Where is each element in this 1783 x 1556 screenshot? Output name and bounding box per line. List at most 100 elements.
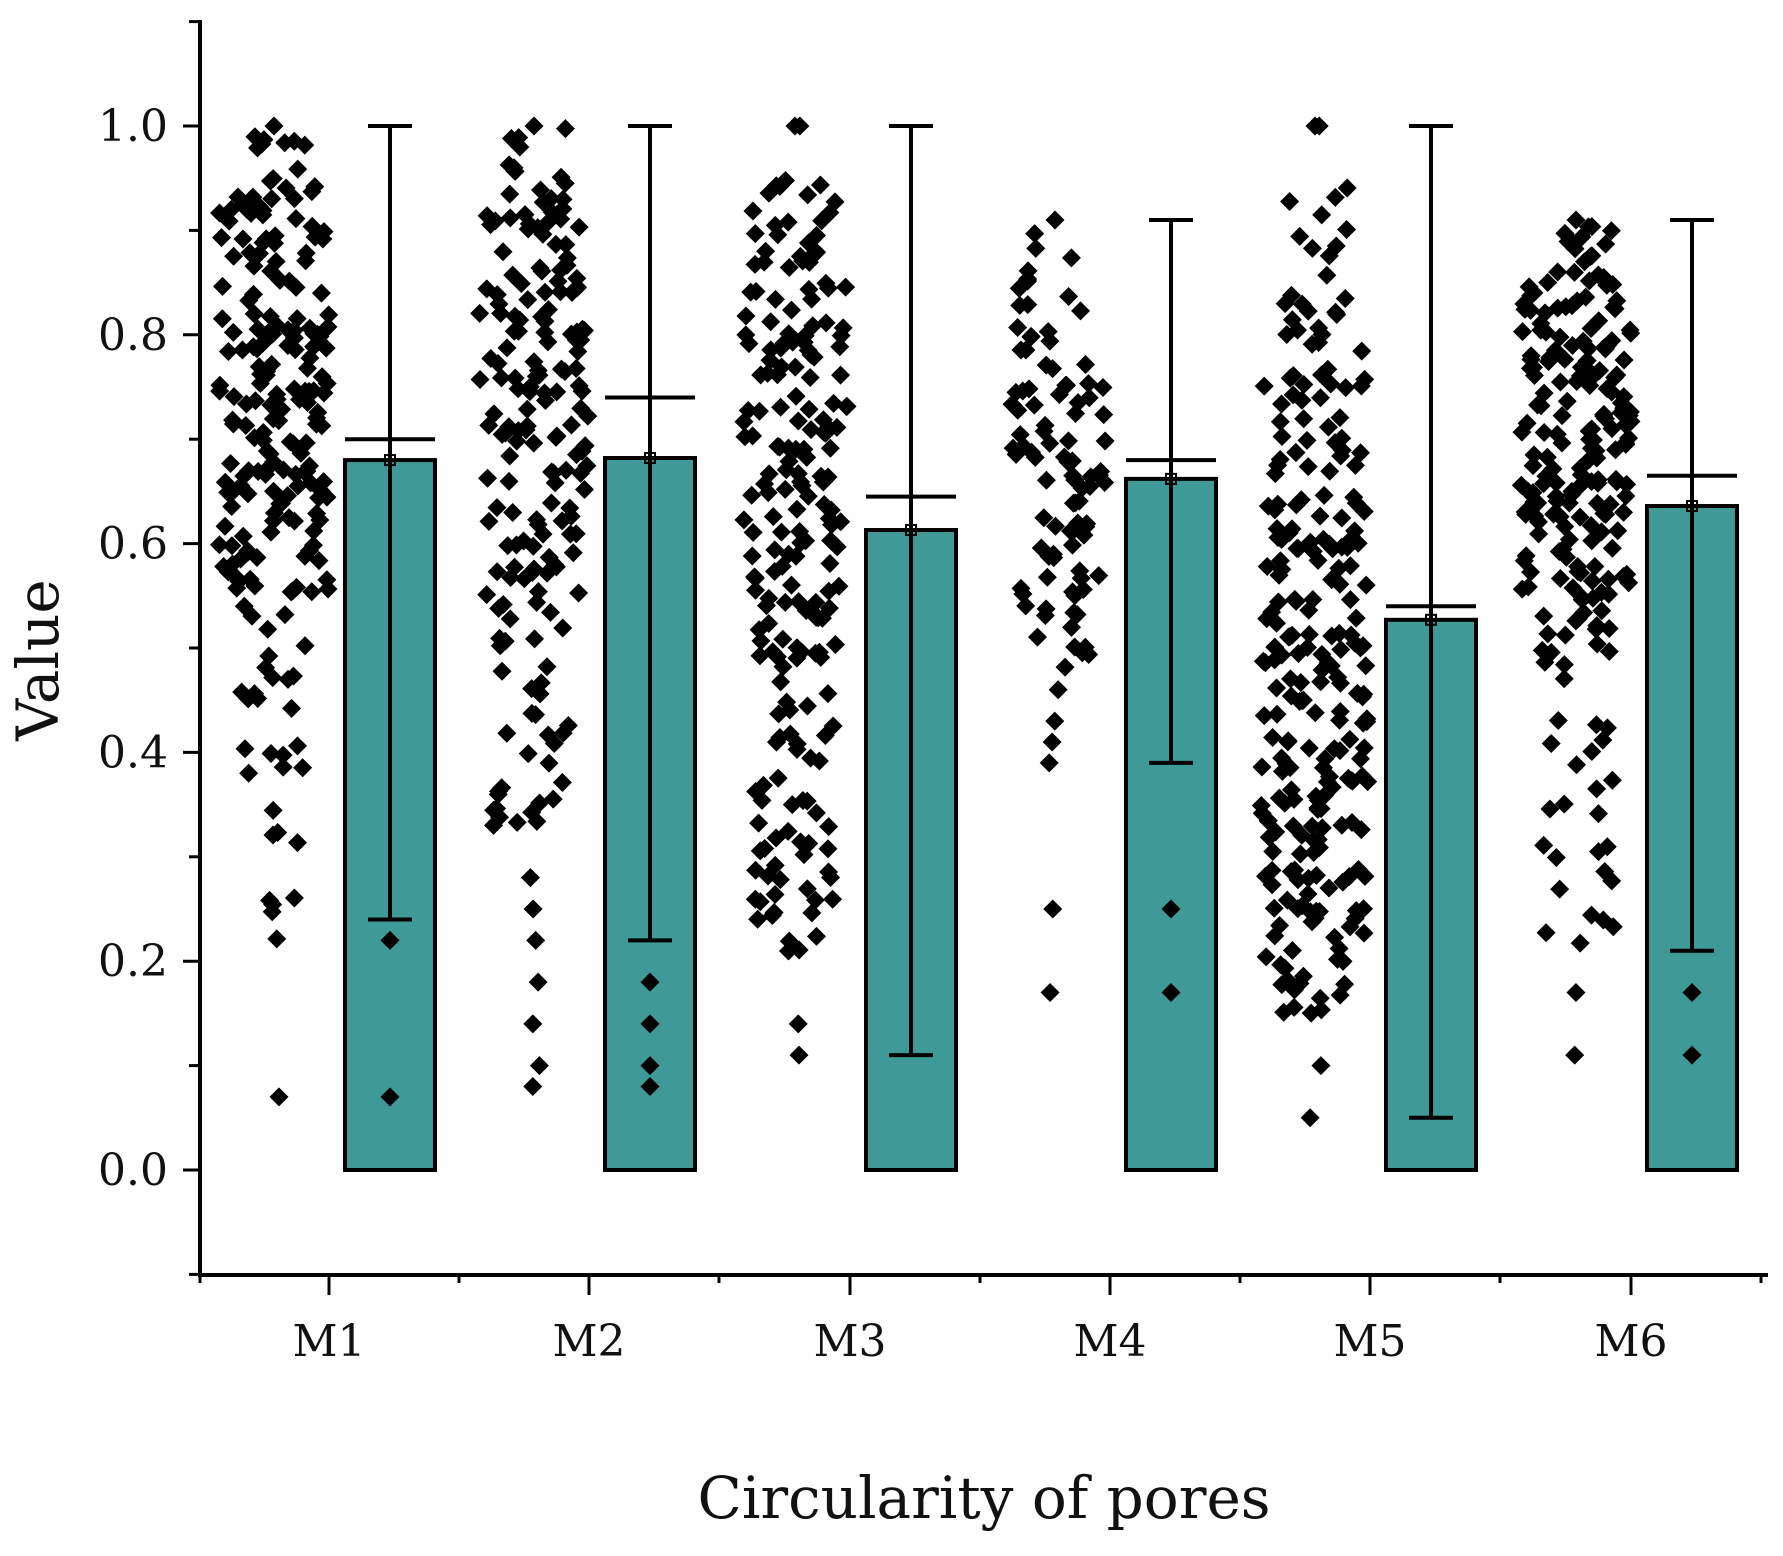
data-point: [830, 337, 850, 357]
data-point: [240, 243, 260, 263]
data-point: [1566, 983, 1586, 1003]
data-point: [742, 485, 762, 505]
data-point: [1589, 311, 1609, 331]
data-point: [1305, 703, 1325, 723]
data-point: [1580, 247, 1600, 267]
data-point: [1318, 417, 1338, 437]
data-point: [545, 473, 565, 493]
mean-marker: [1165, 472, 1177, 485]
data-point: [1550, 569, 1570, 589]
data-point: [1608, 521, 1628, 541]
x-tick-label: M1: [292, 1316, 365, 1367]
data-point: [831, 365, 851, 385]
data-point: [515, 205, 535, 225]
data-point: [1541, 733, 1561, 753]
data-point: [481, 215, 501, 235]
data-point: [1619, 573, 1639, 593]
data-point: [794, 332, 814, 352]
data-point: [1332, 440, 1352, 460]
data-point: [1602, 382, 1622, 402]
data-point: [280, 432, 300, 452]
data-point: [1602, 871, 1622, 891]
data-point: [800, 368, 820, 388]
data-point: [1550, 879, 1570, 899]
data-point: [794, 439, 814, 459]
x-tick-label: M2: [552, 1316, 625, 1367]
data-point: [1585, 556, 1605, 576]
data-point: [1285, 860, 1305, 880]
data-point: [1554, 794, 1574, 814]
data-point: [1292, 825, 1312, 845]
data-point: [233, 229, 253, 249]
data-point: [1034, 508, 1054, 528]
data-point: [569, 217, 589, 237]
data-point: [571, 398, 591, 418]
data-point: [520, 382, 540, 402]
data-point: [1312, 818, 1332, 838]
data-point: [1568, 609, 1588, 629]
data-point: [1272, 426, 1292, 446]
data-point: [1301, 1003, 1321, 1023]
data-point: [302, 582, 322, 602]
data-point: [819, 508, 839, 528]
data-point: [1320, 461, 1340, 481]
data-point: [251, 364, 271, 384]
data-point: [756, 596, 776, 616]
data-point: [552, 772, 572, 792]
y-tick-label: 0.8: [98, 310, 168, 361]
data-point: [1536, 923, 1556, 943]
data-point: [1291, 490, 1311, 510]
data-point: [1312, 644, 1332, 664]
data-point: [1588, 804, 1608, 824]
data-point: [380, 930, 400, 950]
data-point: [1592, 522, 1612, 542]
data-point: [1337, 178, 1357, 198]
data-point: [825, 635, 845, 655]
data-point: [1021, 326, 1041, 346]
data-point: [1252, 757, 1272, 777]
data-point: [572, 381, 592, 401]
data-point: [1351, 443, 1371, 463]
data-point: [778, 212, 798, 232]
data-point: [210, 203, 230, 223]
data-point: [1297, 430, 1317, 450]
data-point: [535, 282, 555, 302]
data-point: [223, 410, 243, 430]
data-point: [789, 1045, 809, 1065]
data-point: [239, 763, 259, 783]
data-point: [806, 803, 826, 823]
data-point: [819, 418, 839, 438]
data-point: [293, 758, 313, 778]
data-point: [1600, 494, 1620, 514]
data-point: [524, 559, 544, 579]
data-point: [810, 175, 830, 195]
data-point: [775, 479, 795, 499]
data-point: [1310, 988, 1330, 1008]
data-point: [1078, 374, 1098, 394]
data-point: [1335, 288, 1355, 308]
data-point: [518, 744, 538, 764]
data-point: [505, 306, 525, 326]
data-point: [470, 370, 490, 390]
data-point: [1311, 1056, 1331, 1076]
data-point: [1554, 655, 1574, 675]
data-point: [824, 393, 844, 413]
data-point: [479, 415, 499, 435]
data-point: [286, 277, 306, 297]
data-point: [558, 716, 578, 736]
data-point: [300, 348, 320, 368]
data-point: [1013, 381, 1033, 401]
data-point: [209, 535, 229, 555]
data-point: [1272, 394, 1292, 414]
data-point: [1284, 980, 1304, 1000]
data-point: [1095, 431, 1115, 451]
data-point: [288, 159, 308, 179]
data-point: [500, 208, 520, 228]
data-point: [1025, 224, 1045, 244]
data-point: [755, 838, 775, 858]
series-group-m6: [1511, 210, 1739, 1172]
x-tick-label: M3: [813, 1316, 886, 1367]
data-point: [530, 258, 550, 278]
data-point: [1538, 272, 1558, 292]
data-point: [1282, 310, 1302, 330]
